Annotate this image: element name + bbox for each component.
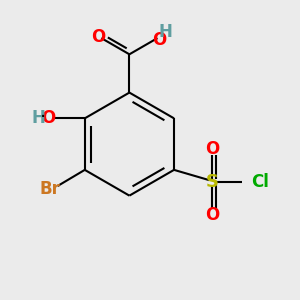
Text: H: H: [159, 22, 172, 40]
Text: ·: ·: [40, 108, 46, 127]
Text: Br: Br: [40, 180, 61, 198]
Text: O: O: [41, 109, 55, 127]
Text: H: H: [32, 109, 46, 127]
Text: O: O: [152, 31, 166, 49]
Text: O: O: [205, 206, 219, 224]
Text: O: O: [205, 140, 219, 158]
Text: Cl: Cl: [251, 173, 269, 191]
Text: S: S: [206, 173, 219, 191]
Text: O: O: [91, 28, 105, 46]
